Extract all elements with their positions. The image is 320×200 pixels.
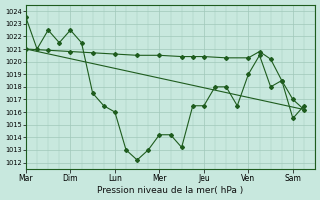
- X-axis label: Pression niveau de la mer( hPa ): Pression niveau de la mer( hPa ): [97, 186, 244, 195]
